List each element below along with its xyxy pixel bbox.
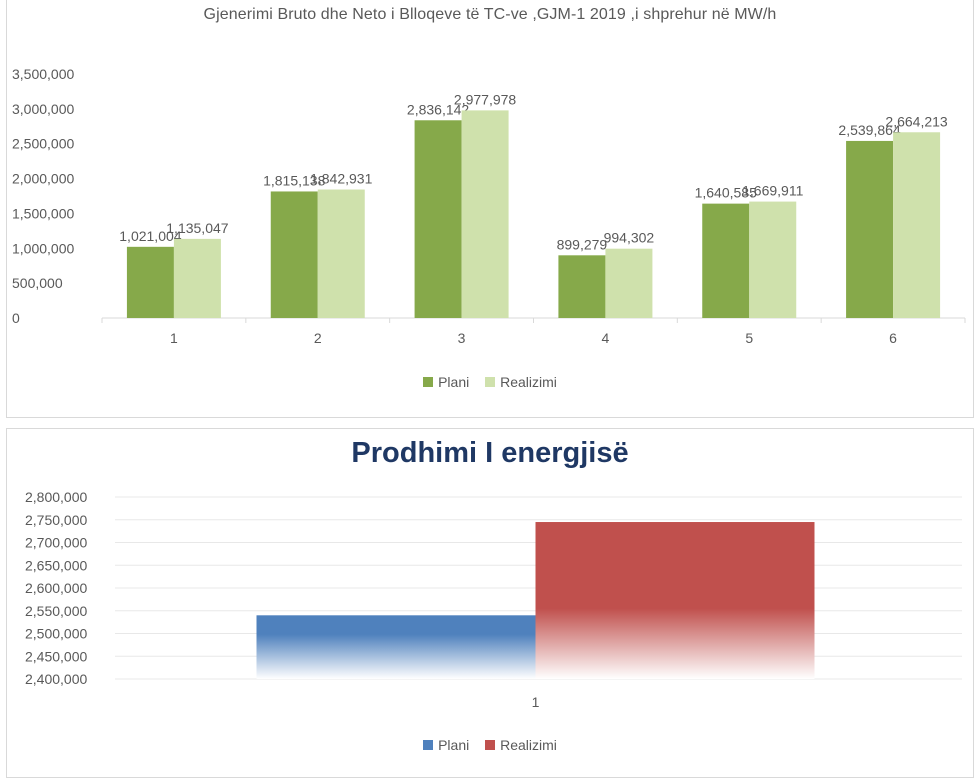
bar-plani [846, 140, 894, 318]
x-tick-label: 5 [745, 330, 753, 346]
legend-item-plani: Plani [423, 737, 469, 753]
y-tick-label: 2,600,000 [25, 580, 87, 596]
bar-realizimi [605, 248, 653, 318]
y-tick-label: 2,800,000 [25, 489, 87, 505]
legend-label-realizimi: Realizimi [500, 737, 557, 753]
bar-chart-production: 2,400,000 2,450,000 2,500,000 2,550,000 2,60… [25, 489, 962, 710]
data-label: 2,836,142 [407, 101, 469, 117]
bar-realizimi [535, 522, 815, 679]
x-tick-label: 6 [889, 330, 897, 346]
legend-swatch-plani [423, 377, 434, 387]
bar-plani [126, 246, 174, 318]
y-tick-label: 3,500,000 [12, 66, 74, 82]
y-tick-label: 2,550,000 [25, 603, 87, 619]
legend-swatch-plani [423, 740, 434, 750]
bar-realizimi [893, 132, 941, 318]
y-tick-label: 2,000,000 [12, 171, 74, 187]
data-label: 2,664,213 [885, 113, 947, 129]
legend-label-plani: Plani [438, 737, 470, 753]
bar-plani [414, 120, 462, 318]
data-label: 2,977,978 [454, 91, 516, 107]
y-tick-label: 2,650,000 [25, 557, 87, 573]
y-tick-label: 2,500,000 [12, 136, 74, 152]
y-tick-label: 1,500,000 [12, 205, 74, 221]
bar-plani [558, 255, 606, 318]
bar-plani [270, 191, 318, 318]
bar-realizimi [173, 238, 221, 318]
x-tick-label: 3 [458, 330, 466, 346]
bar-realizimi [317, 189, 365, 318]
y-tick-label: 3,000,000 [12, 101, 74, 117]
y-tick-label: 500,000 [12, 275, 63, 291]
legend-item-plani: Plani [423, 374, 469, 390]
legend-swatch-realizimi [485, 377, 496, 387]
bar-realizimi [461, 110, 509, 318]
legend-item-realizimi: Realizimi [485, 374, 557, 390]
bar-realizimi [749, 201, 797, 318]
y-tick-label: 2,400,000 [25, 671, 87, 687]
x-tick-label: 1 [532, 694, 540, 710]
bar-plani [702, 203, 750, 318]
x-tick-label: 4 [602, 330, 610, 346]
legend-item-realizimi: Realizimi [485, 737, 557, 753]
y-tick-label: 1,000,000 [12, 240, 74, 256]
data-label: 1,842,931 [310, 171, 372, 187]
x-tick-label: 1 [170, 330, 178, 346]
y-tick-label: 2,700,000 [25, 535, 87, 551]
x-tick-label: 2 [314, 330, 322, 346]
chart-title: Prodhimi I energjisë [351, 437, 629, 469]
data-label: 1,135,047 [166, 220, 228, 236]
data-label: 1,021,004 [119, 228, 181, 244]
data-label: 1,669,911 [742, 183, 803, 199]
y-tick-label: 0 [12, 310, 20, 326]
legend-label-plani: Plani [438, 374, 470, 390]
legend-label-realizimi: Realizimi [500, 374, 557, 390]
y-tick-label: 2,450,000 [25, 648, 87, 664]
chart-panel-generation-by-block: Gjenerimi Bruto dhe Neto i Blloqeve të T… [6, 0, 974, 418]
chart-legend: Plani Realizimi [7, 737, 973, 753]
data-label: 1,815,138 [263, 172, 325, 188]
bar-plani [256, 615, 536, 679]
chart-title: Gjenerimi Bruto dhe Neto i Blloqeve të T… [203, 6, 777, 23]
chart-legend: Plani Realizimi [7, 374, 973, 390]
data-label: 2,539,864 [838, 122, 900, 138]
chart-panel-energy-production: Prodhimi I energjisë 2,400,000 2,450,000 2… [6, 428, 974, 778]
bar-chart-generation: 0 500,000 1,000,000 1,500,000 2,000,000 2,500… [12, 66, 966, 346]
legend-swatch-realizimi [485, 740, 496, 750]
y-tick-label: 2,750,000 [25, 512, 87, 528]
y-tick-label: 2,500,000 [25, 626, 87, 642]
data-label: 899,279 [557, 236, 608, 252]
data-label: 994,302 [604, 230, 655, 246]
data-label: 1,640,585 [695, 185, 757, 201]
